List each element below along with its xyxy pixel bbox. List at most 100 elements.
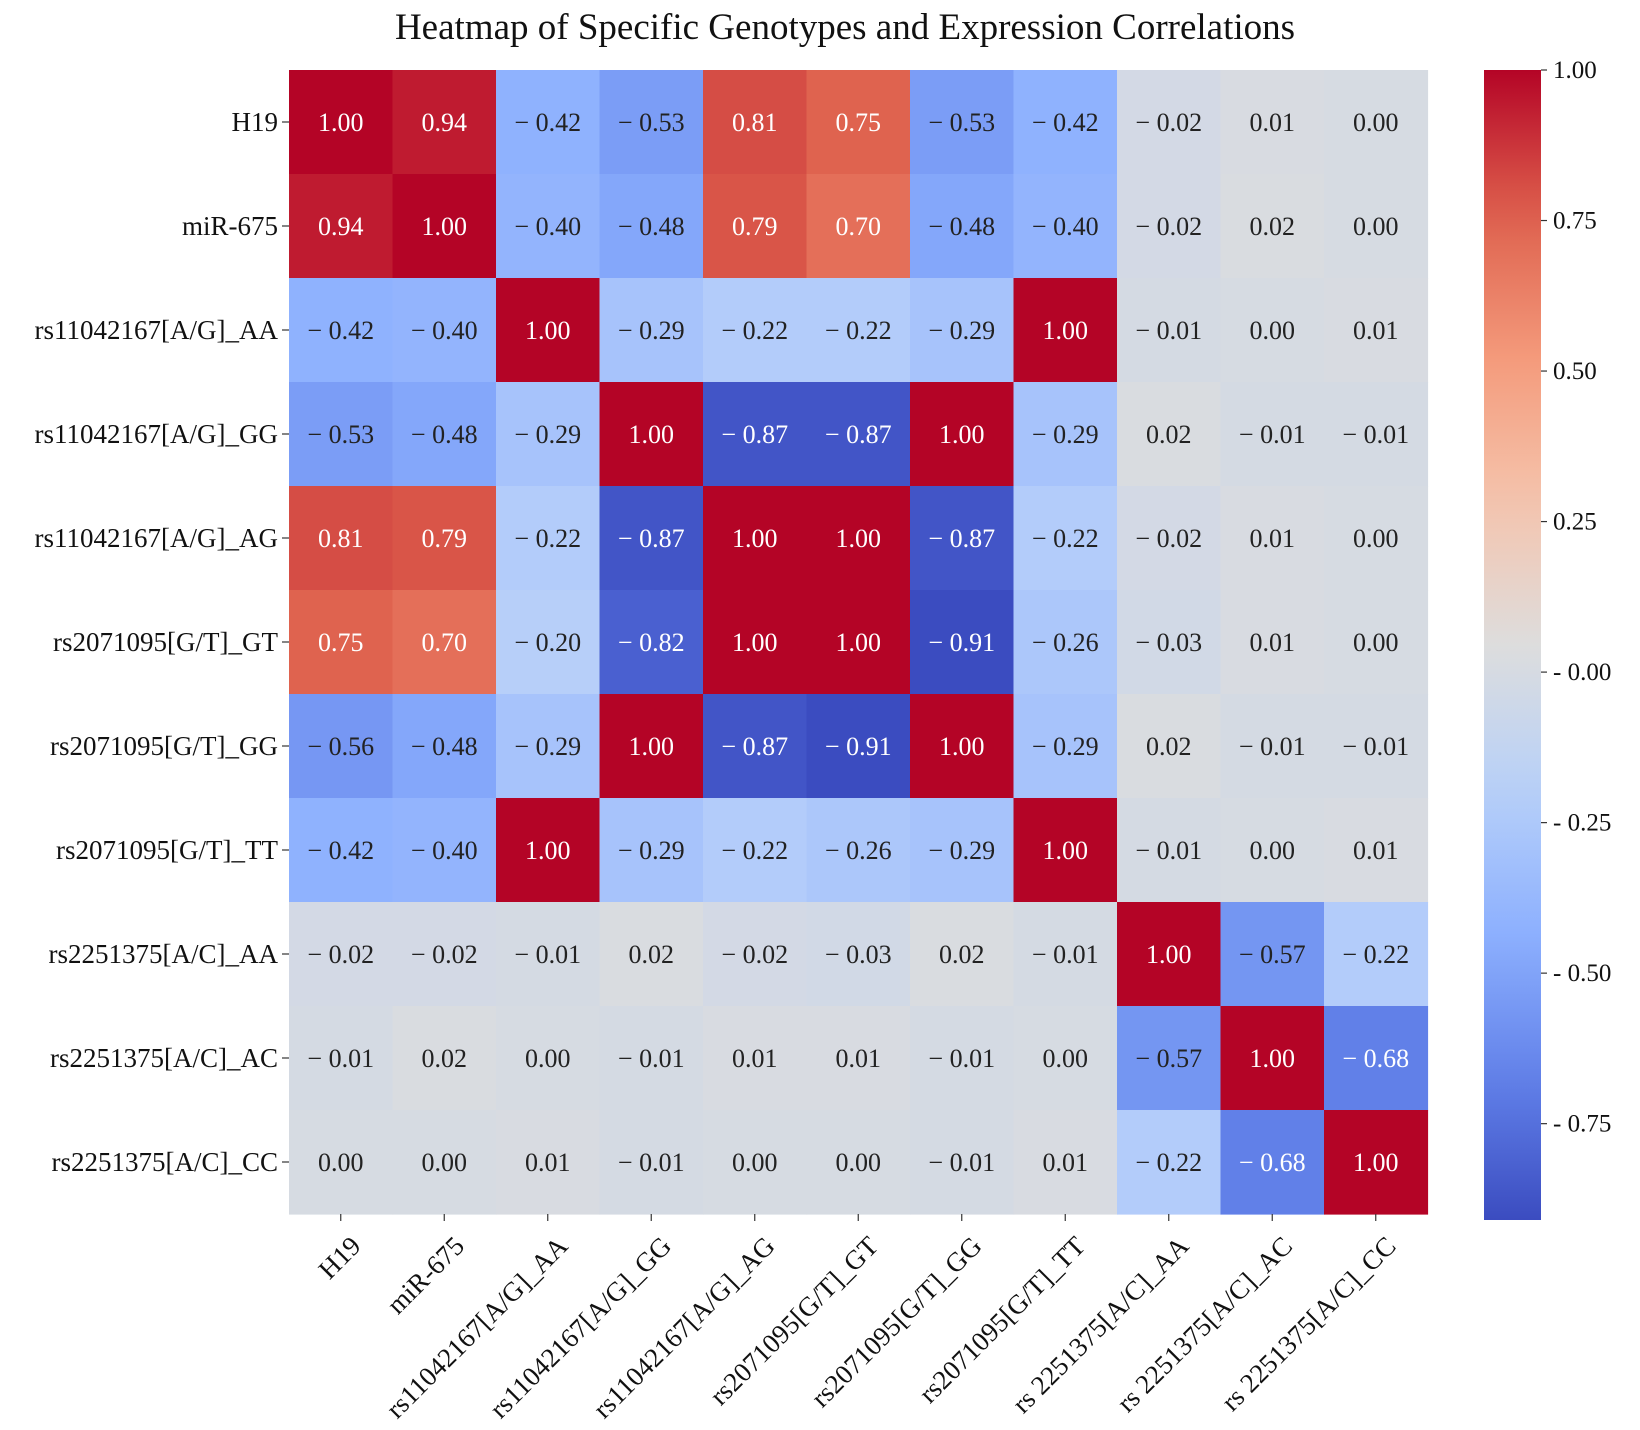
heatmap-cell: [806, 590, 911, 695]
heatmap-cell: [806, 278, 911, 383]
heatmap-cell: [1324, 278, 1429, 383]
cell-value-label: − 0.02: [1135, 212, 1202, 241]
cell-value-label: − 0.01: [1239, 732, 1306, 761]
cell-value-label: − 0.29: [928, 316, 995, 345]
heatmap-cell: [392, 278, 497, 383]
heatmap-cell: [910, 382, 1015, 487]
cell-value-label: − 0.42: [307, 836, 374, 865]
cell-value-label: 1.00: [939, 732, 985, 761]
cell-value-label: 0.94: [422, 108, 468, 137]
cell-value-label: 0.01: [1353, 316, 1399, 345]
heatmap-cell: [1013, 70, 1118, 175]
heatmap-cell: [599, 382, 704, 487]
heatmap-cell: [1324, 1110, 1429, 1215]
cell-value-label: 0.81: [732, 108, 778, 137]
heatmap-cell: [910, 590, 1015, 695]
heatmap-cell: [289, 486, 394, 591]
heatmap-cell: [1117, 486, 1222, 591]
column-tick-label: rs 2251375[A/C]_CC: [1215, 1231, 1401, 1417]
colorbar-tick-label: - 0.25: [1553, 810, 1611, 837]
heatmap-cell: [910, 798, 1015, 903]
cell-value-label: − 0.42: [514, 108, 581, 137]
heatmap-cell: [1117, 1006, 1222, 1111]
row-tick-label: rs2251375[A/C]_AA: [49, 939, 279, 969]
heatmap-cell: [703, 1006, 808, 1111]
cell-value-label: 1.00: [1043, 836, 1089, 865]
heatmap-cell: [1117, 382, 1222, 487]
cell-value-label: − 0.02: [307, 940, 374, 969]
heatmap-cell: [289, 174, 394, 279]
cell-value-label: 1.00: [732, 628, 778, 657]
heatmap-cell: [1117, 174, 1222, 279]
row-tick-label: rs11042167[A/G]_AA: [35, 315, 279, 345]
heatmap-cell: [910, 70, 1015, 175]
heatmap-cell: [1013, 278, 1118, 383]
heatmap-cell: [703, 70, 808, 175]
cell-value-label: 0.75: [318, 628, 364, 657]
heatmap-cell: [1220, 278, 1325, 383]
heatmap-cell: [392, 694, 497, 799]
cell-value-label: 1.00: [1250, 1044, 1296, 1073]
heatmap-cell: [1117, 798, 1222, 903]
heatmap-cell: [910, 694, 1015, 799]
cell-value-label: − 0.29: [1032, 732, 1099, 761]
heatmap-cell: [496, 382, 601, 487]
cell-value-label: − 0.22: [1342, 940, 1409, 969]
heatmap-cell: [1324, 1006, 1429, 1111]
cell-value-label: 0.02: [422, 1044, 468, 1073]
cell-value-label: − 0.87: [721, 732, 788, 761]
heatmap-cell: [289, 798, 394, 903]
heatmap-cell: [1013, 382, 1118, 487]
cell-value-label: 0.70: [836, 212, 882, 241]
colorbar-tick-label: - 0.75: [1553, 1111, 1611, 1138]
heatmap-cell: [392, 1006, 497, 1111]
heatmap-cell: [1117, 1110, 1222, 1215]
heatmap-cell: [289, 1110, 394, 1215]
heatmap-cell: [496, 1006, 601, 1111]
heatmap-cell: [599, 902, 704, 1007]
cell-value-label: − 0.82: [618, 628, 685, 657]
heatmap-cell: [392, 174, 497, 279]
heatmap-cell: [392, 590, 497, 695]
heatmap-cell: [599, 1006, 704, 1111]
heatmap-cell: [806, 1006, 911, 1111]
cell-value-label: − 0.48: [411, 732, 478, 761]
heatmap-cell: [1013, 486, 1118, 591]
row-tick-label: rs2071095[G/T]_GT: [53, 627, 278, 657]
cell-value-label: 1.00: [525, 316, 571, 345]
cell-value-label: − 0.57: [1239, 940, 1306, 969]
cell-value-label: − 0.29: [514, 732, 581, 761]
heatmap-cell: [289, 70, 394, 175]
cell-value-label: − 0.01: [514, 940, 581, 969]
heatmap-cell: [806, 902, 911, 1007]
cell-value-label: 0.02: [1146, 732, 1192, 761]
column-tick-label: rs 2251375[A/C]_AA: [1006, 1230, 1195, 1419]
cell-value-label: − 0.53: [928, 108, 995, 137]
cell-value-label: 0.00: [1353, 212, 1399, 241]
cell-value-label: − 0.01: [1135, 316, 1202, 345]
cell-value-label: 1.00: [525, 836, 571, 865]
heatmap-cell: [703, 590, 808, 695]
colorbar-tick-label: 0.50: [1553, 358, 1597, 385]
heatmap-cell: [392, 902, 497, 1007]
heatmap-cell: [703, 382, 808, 487]
heatmap-cell: [1220, 174, 1325, 279]
cell-value-label: − 0.29: [618, 836, 685, 865]
cell-value-label: − 0.22: [825, 316, 892, 345]
row-tick-label: rs2071095[G/T]_GG: [50, 731, 278, 761]
cell-value-label: − 0.01: [307, 1044, 374, 1073]
heatmap-cell: [599, 486, 704, 591]
heatmap-cell: [496, 70, 601, 175]
heatmap-cell: [1324, 174, 1429, 279]
heatmap-cell: [1013, 798, 1118, 903]
heatmap-cell: [910, 174, 1015, 279]
cell-value-label: − 0.40: [1032, 212, 1099, 241]
heatmap-cell: [289, 694, 394, 799]
heatmap-cell: [1324, 590, 1429, 695]
row-tick-label: rs11042167[A/G]_AG: [35, 523, 278, 553]
heatmap-cell: [496, 590, 601, 695]
cell-value-label: 0.00: [318, 1148, 364, 1177]
heatmap-cell: [289, 1006, 394, 1111]
cell-value-label: − 0.02: [721, 940, 788, 969]
cell-value-label: 1.00: [629, 420, 675, 449]
